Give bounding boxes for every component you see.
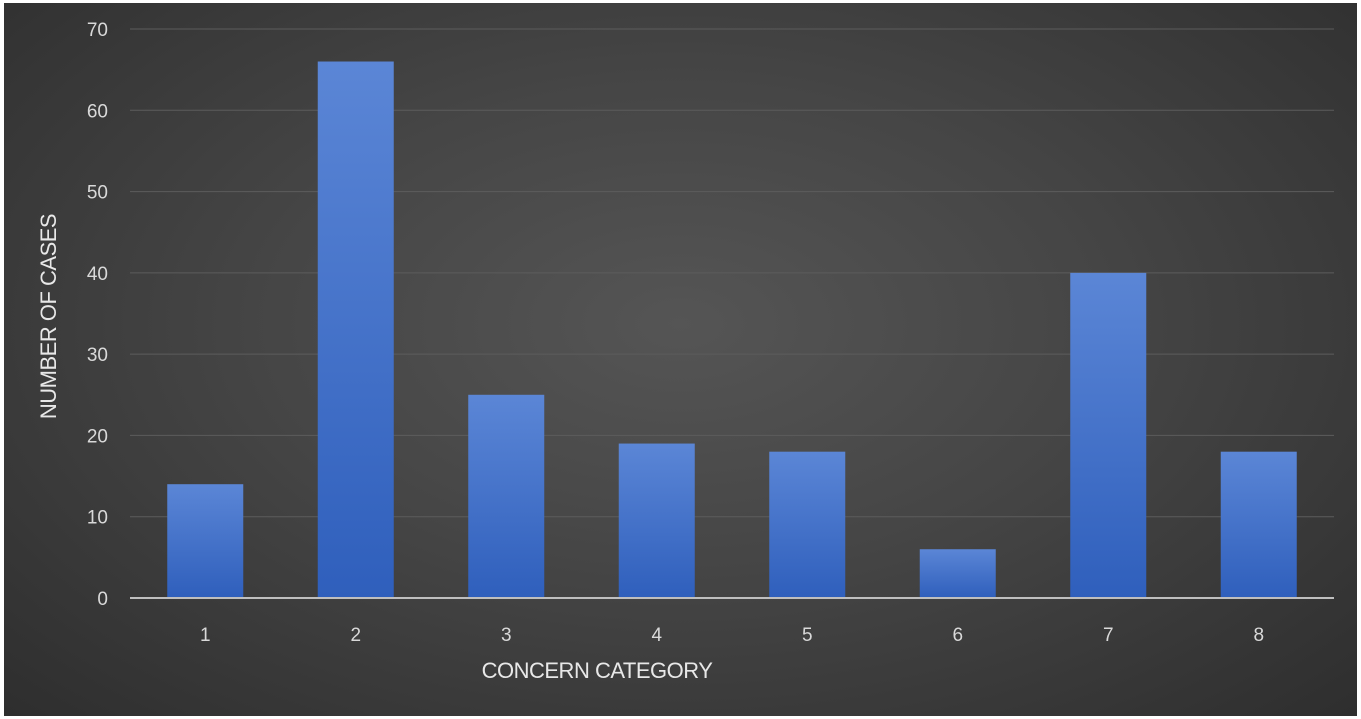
bar-chart: 0 10 20 30 40 50 60 70 1 2 3 4 5 6 7 8 NUMBER OF CASES… — [36, 20, 1334, 683]
x-axis-title: CONCERN CATEGORY — [482, 658, 714, 683]
x-tick-label: 1 — [200, 625, 211, 646]
bar-7 — [1070, 272, 1147, 598]
x-tick-label: 6 — [952, 625, 963, 646]
bar-5 — [769, 451, 846, 598]
y-tick-label: 70 — [87, 20, 108, 41]
gridlines — [130, 28, 1334, 518]
y-axis-title: NUMBER OF CASES — [36, 214, 61, 419]
x-tick-labels: 1 2 3 4 5 6 7 8 — [200, 625, 1264, 646]
x-tick-label: 4 — [651, 625, 662, 646]
chart-area: 0 10 20 30 40 50 60 70 1 2 3 4 5 6 7 8 NUMBER OF CASES… — [4, 3, 1357, 716]
y-tick-labels: 0 10 20 30 40 50 60 70 — [87, 20, 108, 610]
bar-6 — [919, 549, 996, 598]
y-tick-label: 50 — [87, 183, 108, 204]
bar-4 — [618, 443, 695, 598]
bars — [167, 61, 1297, 599]
y-tick-label: 0 — [97, 589, 108, 610]
y-tick-label: 30 — [87, 345, 108, 366]
x-tick-label: 8 — [1253, 625, 1264, 646]
x-tick-label: 7 — [1103, 625, 1114, 646]
y-tick-label: 40 — [87, 264, 108, 285]
bar-1 — [167, 484, 244, 598]
y-tick-label: 10 — [87, 508, 108, 529]
bar-3 — [468, 394, 545, 598]
y-tick-label: 60 — [87, 101, 108, 122]
x-tick-label: 3 — [501, 625, 512, 646]
y-tick-label: 20 — [87, 426, 108, 447]
x-tick-label: 2 — [350, 625, 361, 646]
bar-8 — [1220, 451, 1297, 598]
bar-2 — [317, 61, 394, 599]
x-tick-label: 5 — [802, 625, 813, 646]
